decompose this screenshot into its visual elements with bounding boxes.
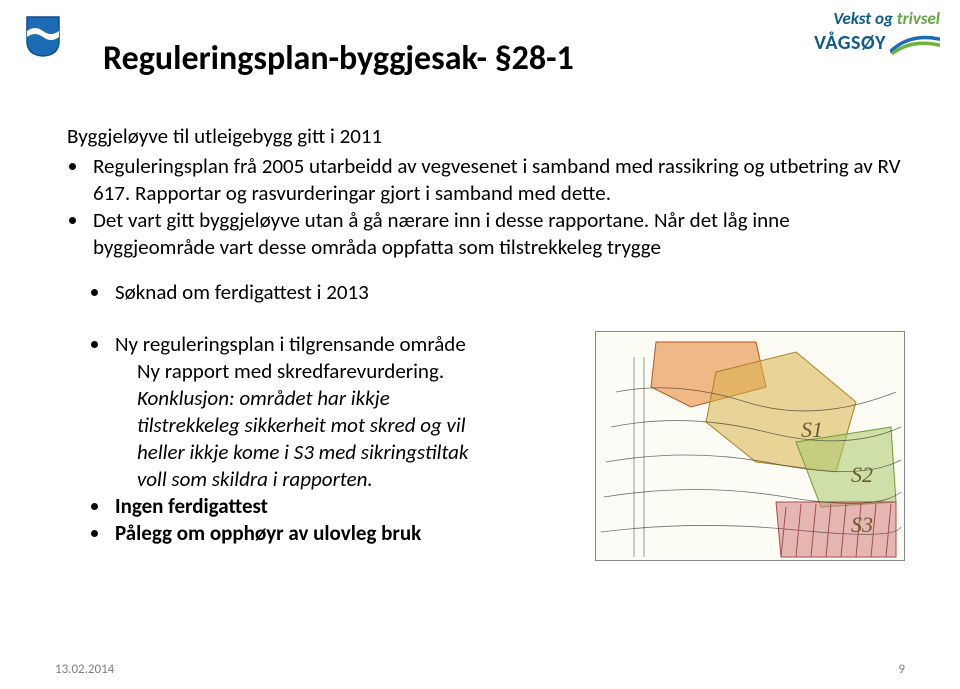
slogan-word-2: og: [871, 8, 897, 29]
svg-text:S1: S1: [801, 417, 823, 442]
continuation-text: Ny rapport med skredfarevurdering.: [137, 358, 585, 385]
slide-footer: 13.02.2014 9: [55, 662, 905, 677]
mid-bullet-list: Søknad om ferdigattest i 2013: [67, 279, 905, 306]
svg-text:S2: S2: [851, 462, 873, 487]
swoosh-icon: [890, 31, 940, 55]
list-item: Ingen ferdigattest: [111, 493, 585, 520]
top-bullet-list: Reguleringsplan frå 2005 utarbeidd av ve…: [67, 153, 905, 261]
slogan-text: Vekst og trivsel: [833, 8, 940, 29]
continuation-text: Konklusjon: området har ikkje: [137, 385, 585, 412]
lower-bullet-block: Ny reguleringsplan i tilgrensande område…: [67, 331, 585, 546]
list-item: Det vart gitt byggjeløyve utan å gå næra…: [89, 207, 905, 261]
top-right-logo-block: Vekst og trivsel VÅGSØY: [814, 8, 940, 55]
continuation-text: voll som skildra i rapporten.: [137, 466, 585, 493]
list-item: Søknad om ferdigattest i 2013: [111, 279, 905, 306]
municipality-name: VÅGSØY: [814, 31, 886, 55]
svg-text:S3: S3: [851, 512, 873, 537]
continuation-text: tilstrekkeleg sikkerheit mot skred og vi…: [137, 412, 585, 439]
slogan-word-1: Vekst: [833, 8, 871, 29]
municipality-logo-row: VÅGSØY: [814, 31, 940, 55]
continuation-text: heller ikkje kome i S3 med sikringstilta…: [137, 439, 585, 466]
slide-title: Reguleringsplan-byggjesak- §28-1: [103, 38, 905, 79]
list-item: Pålegg om opphøyr av ulovleg bruk: [111, 520, 585, 547]
footer-page-number: 9: [898, 662, 905, 677]
footer-date: 13.02.2014: [55, 662, 114, 677]
slogan-word-3: trivsel: [897, 8, 940, 29]
list-item: Reguleringsplan frå 2005 utarbeidd av ve…: [89, 153, 905, 207]
municipality-shield-logo: [25, 15, 61, 57]
zoning-map-illustration: S1 S2 S3: [595, 331, 905, 561]
list-item: Ny reguleringsplan i tilgrensande område: [111, 331, 585, 358]
intro-line: Byggjeløyve til utleigebygg gitt i 2011: [67, 123, 905, 149]
